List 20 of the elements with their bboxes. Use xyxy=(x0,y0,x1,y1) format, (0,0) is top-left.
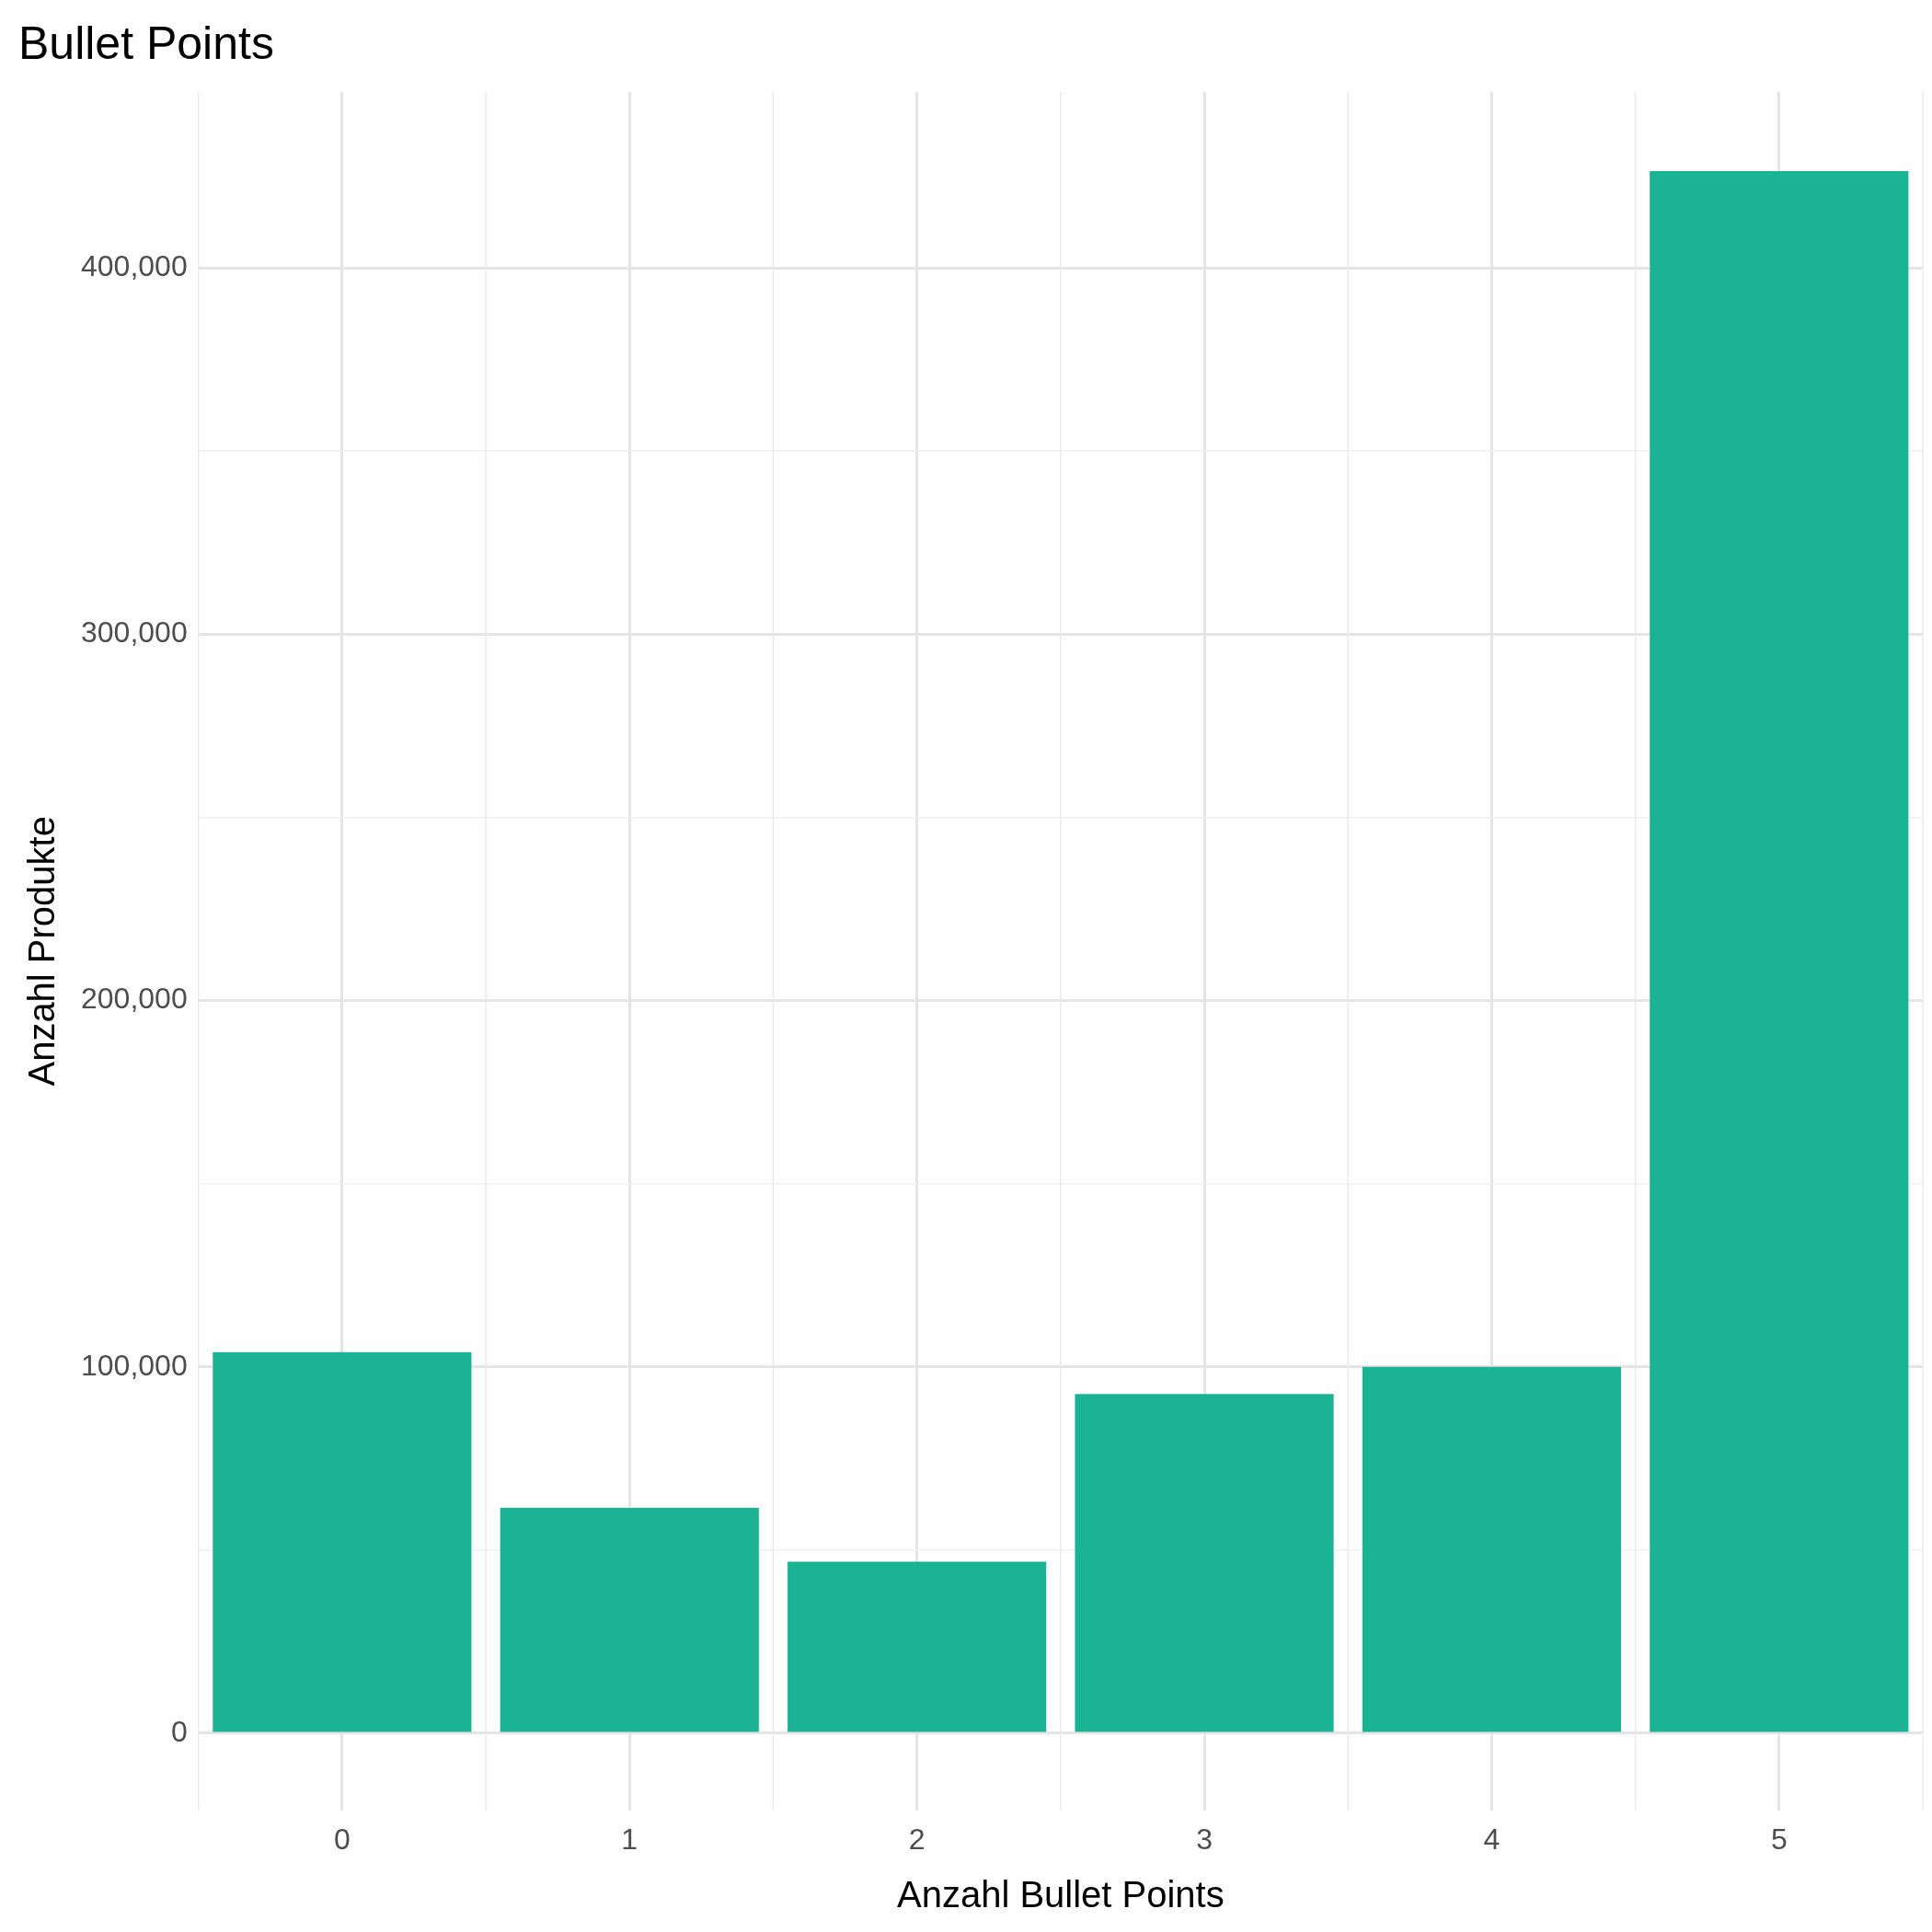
bar xyxy=(500,1508,759,1732)
x-axis-title: Anzahl Bullet Points xyxy=(896,1874,1225,1915)
y-tick-label: 200,000 xyxy=(81,982,188,1016)
y-tick-label: 100,000 xyxy=(81,1348,188,1382)
bar xyxy=(1650,171,1909,1732)
y-tick-label: 300,000 xyxy=(81,615,188,650)
x-tick-label: 4 xyxy=(1483,1822,1501,1856)
bar xyxy=(1362,1366,1621,1732)
x-tick-label: 1 xyxy=(621,1822,638,1856)
x-tick-label: 3 xyxy=(1196,1822,1213,1856)
chart-title: Bullet Points xyxy=(18,17,274,69)
bar xyxy=(1075,1394,1334,1732)
bar xyxy=(213,1351,472,1732)
y-tick-label: 0 xyxy=(170,1714,188,1748)
bar xyxy=(788,1561,1047,1732)
x-tick-label: 0 xyxy=(333,1822,351,1856)
y-tick-label: 400,000 xyxy=(81,248,188,282)
x-tick-label: 5 xyxy=(1770,1822,1788,1856)
x-tick-label: 2 xyxy=(908,1822,926,1856)
y-axis-title: Anzahl Produkte xyxy=(21,816,63,1087)
